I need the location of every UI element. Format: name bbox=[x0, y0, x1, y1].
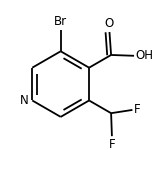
Text: OH: OH bbox=[135, 49, 153, 62]
Text: F: F bbox=[134, 103, 140, 116]
Text: Br: Br bbox=[54, 15, 67, 28]
Text: O: O bbox=[105, 17, 114, 30]
Text: N: N bbox=[19, 94, 28, 107]
Text: F: F bbox=[109, 138, 115, 151]
